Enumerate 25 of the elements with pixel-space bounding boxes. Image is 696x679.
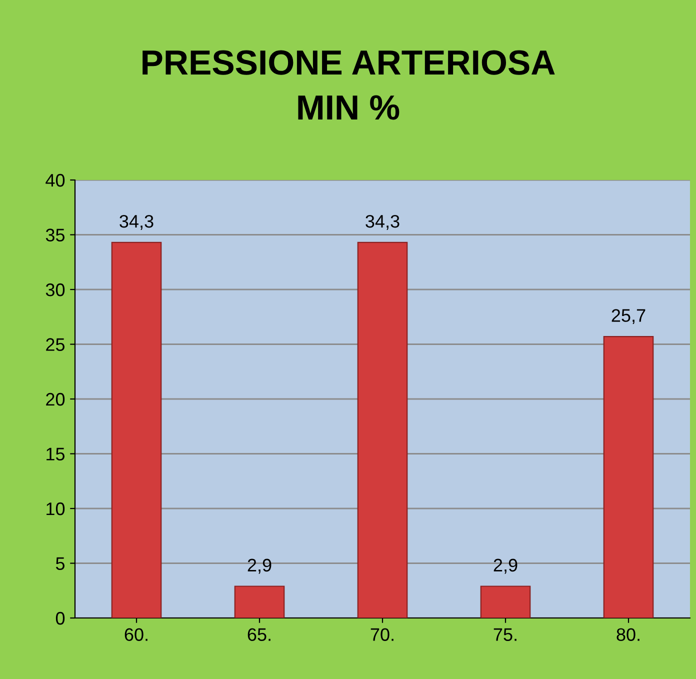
y-tick-label: 0 — [56, 612, 65, 625]
y-tick-label: 35 — [46, 228, 65, 242]
data-label: 2,9 — [248, 558, 272, 574]
y-tick-label: 40 — [46, 174, 65, 187]
y-tick-label: 10 — [46, 502, 65, 516]
x-tick-label: 75. — [494, 628, 516, 641]
x-tick-label: 70. — [370, 628, 394, 641]
data-label: 25,7 — [612, 309, 646, 324]
y-tick-label: 20 — [46, 392, 65, 406]
x-tick-label: 65. — [248, 628, 270, 641]
data-label: 2,9 — [494, 558, 518, 574]
y-tick-label: 30 — [46, 283, 65, 296]
x-tick-label: 60. — [124, 628, 148, 641]
bar — [357, 242, 408, 618]
y-tick-label: 25 — [46, 338, 65, 351]
x-tick-label: 80. — [616, 628, 640, 641]
bar — [603, 336, 654, 618]
data-label: 34,3 — [120, 214, 154, 230]
y-tick-label: 5 — [56, 557, 65, 570]
data-label: 34,3 — [366, 214, 400, 230]
chart-title: PRESSIONE ARTERIOSA MIN % — [142, 50, 555, 120]
bar — [234, 586, 285, 618]
bar — [480, 586, 531, 618]
bar — [111, 242, 162, 618]
y-tick-label: 15 — [46, 448, 65, 460]
